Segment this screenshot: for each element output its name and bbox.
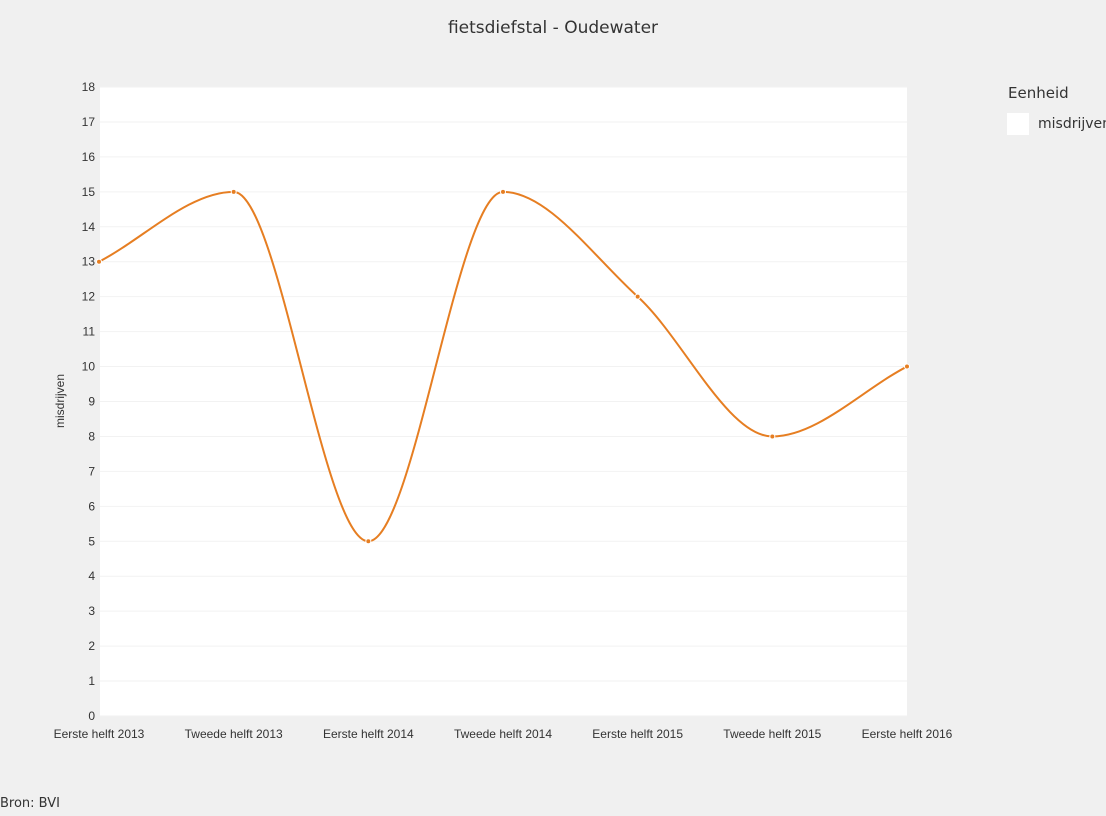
y-tick-label: 12: [82, 290, 96, 304]
series-line: [98, 190, 908, 543]
y-tick-label: 17: [82, 115, 96, 129]
data-point[interactable]: [365, 538, 372, 545]
y-tick-label: 0: [88, 709, 95, 723]
series-group: [96, 188, 910, 545]
y-tick-label: 4: [88, 569, 95, 583]
data-point[interactable]: [769, 433, 776, 440]
legend-swatch: [1007, 113, 1029, 135]
x-tick-label: Eerste helft 2015: [592, 727, 683, 741]
x-tick-label: Tweede helft 2013: [185, 727, 283, 741]
y-tick-label: 2: [88, 639, 95, 653]
y-tick-label: 5: [88, 534, 95, 548]
y-tick-label: 15: [82, 185, 96, 199]
legend-title: Eenheid: [1008, 84, 1069, 102]
data-point[interactable]: [904, 363, 910, 370]
y-axis-label: misdrijven: [53, 374, 67, 428]
data-point[interactable]: [96, 258, 102, 265]
y-tick-label: 13: [82, 255, 96, 269]
x-tick-label: Eerste helft 2016: [862, 727, 953, 741]
y-tick-label: 8: [88, 429, 95, 443]
legend-item-misdrijven[interactable]: misdrijven: [1007, 113, 1106, 135]
x-tick-label: Eerste helft 2013: [54, 727, 145, 741]
data-point[interactable]: [634, 293, 641, 300]
chart-title: fietsdiefstal - Oudewater: [447, 18, 659, 38]
x-tick-label: Tweede helft 2014: [454, 727, 552, 741]
x-axis-ticks: Eerste helft 2013 Tweede helft 2013 Eerste…: [54, 727, 953, 741]
legend-label: misdrijven: [1038, 116, 1106, 132]
y-tick-label: 16: [82, 150, 96, 164]
y-tick-label: 3: [88, 604, 95, 618]
x-tick-label: Tweede helft 2015: [723, 727, 821, 741]
y-tick-label: 9: [88, 395, 95, 409]
y-tick-label: 18: [82, 80, 96, 94]
y-tick-label: 7: [88, 464, 95, 478]
source-note: Bron: BVI: [0, 796, 60, 811]
data-point[interactable]: [230, 188, 237, 195]
x-tick-label: Eerste helft 2014: [323, 727, 414, 741]
y-tick-label: 11: [83, 325, 96, 339]
y-tick-label: 14: [82, 220, 96, 234]
y-tick-label: 6: [88, 499, 95, 513]
y-tick-label: 1: [88, 674, 95, 688]
y-tick-label: 10: [82, 360, 96, 374]
data-point[interactable]: [500, 188, 506, 195]
